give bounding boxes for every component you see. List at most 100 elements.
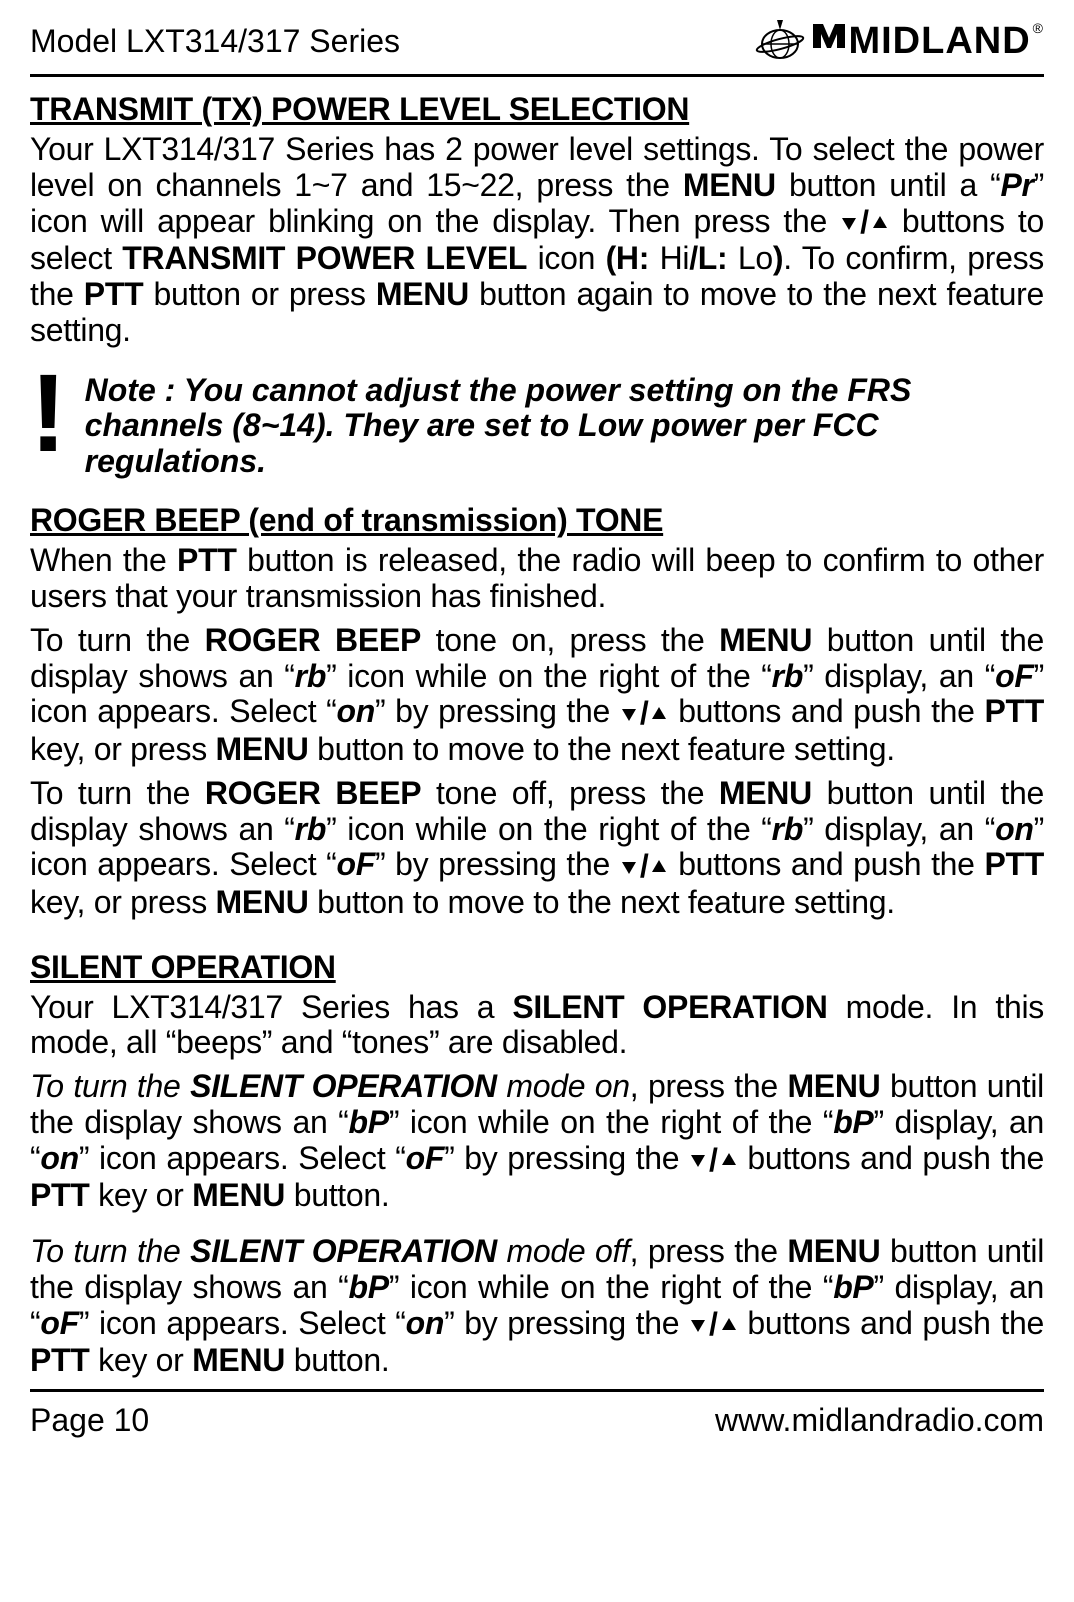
text: Lo bbox=[738, 240, 773, 276]
text-bold: ROGER BEEP bbox=[205, 775, 421, 811]
text-bold: PTT bbox=[30, 1342, 90, 1378]
text: button. bbox=[285, 1342, 389, 1378]
text-bolditalic: rb bbox=[295, 658, 326, 694]
text: button until a “ bbox=[776, 167, 1001, 203]
footer-url: www.midlandradio.com bbox=[715, 1402, 1044, 1439]
text: buttons and push the bbox=[668, 846, 984, 882]
text-bold: (H: bbox=[606, 240, 660, 276]
text-italic: mode off bbox=[497, 1233, 630, 1269]
text-bolditalic: oF bbox=[406, 1140, 445, 1176]
slash: / bbox=[709, 1307, 718, 1343]
text: When the bbox=[30, 542, 177, 578]
brand-name-text: MIDLAND bbox=[848, 20, 1030, 63]
brand-m-icon bbox=[811, 20, 847, 50]
text-bold: MENU bbox=[787, 1233, 880, 1269]
text-bolditalic: bP bbox=[349, 1269, 389, 1305]
tx-paragraph: Your LXT314/317 Series has 2 power level… bbox=[30, 132, 1044, 349]
text-bold: ) bbox=[773, 240, 783, 276]
silent-p1: Your LXT314/317 Series has a SILENT OPER… bbox=[30, 990, 1044, 1062]
roger-p3: To turn the ROGER BEEP tone off, press t… bbox=[30, 776, 1044, 921]
text: key, or press bbox=[30, 884, 216, 920]
updown-icon: / bbox=[620, 696, 669, 732]
text-bolditalic: Pr bbox=[1000, 167, 1033, 203]
slash: / bbox=[640, 849, 649, 885]
text-bold: ROGER BEEP bbox=[205, 622, 421, 658]
text-bold: MENU bbox=[192, 1342, 285, 1378]
text: ” icon while on the right of the “ bbox=[326, 811, 772, 847]
note-block: ! Note : You cannot adjust the power set… bbox=[30, 373, 1044, 480]
slash: / bbox=[860, 205, 869, 241]
slash: / bbox=[640, 696, 649, 732]
page-content: TRANSMIT (TX) POWER LEVEL SELECTION Your… bbox=[0, 91, 1074, 1379]
text-bold: MENU bbox=[683, 167, 776, 203]
top-rule bbox=[30, 74, 1044, 77]
text: , press the bbox=[630, 1233, 788, 1269]
text-bold: PTT bbox=[984, 693, 1044, 729]
registered-mark: ® bbox=[1033, 20, 1044, 36]
text: ” icon appears. Select “ bbox=[79, 1305, 406, 1341]
section-title-silent: SILENT OPERATION bbox=[30, 949, 1044, 986]
text-bolditalic: SILENT OPERATION bbox=[190, 1233, 497, 1269]
text: ” display, an “ bbox=[803, 658, 995, 694]
text-bold: MENU bbox=[216, 884, 309, 920]
text: , press the bbox=[630, 1068, 788, 1104]
text-bold: TRANSMIT POWER LEVEL bbox=[122, 240, 527, 276]
text: ” icon while on the right of the “ bbox=[326, 658, 772, 694]
text-bold: MENU bbox=[376, 276, 469, 312]
text-bold: PTT bbox=[177, 542, 237, 578]
brand-logo: MIDLAND® bbox=[755, 18, 1044, 64]
text-bold: MENU bbox=[787, 1068, 880, 1104]
text-italic: To turn the bbox=[30, 1068, 190, 1104]
text-bold: PTT bbox=[30, 1177, 90, 1213]
roger-p2: To turn the ROGER BEEP tone on, press th… bbox=[30, 623, 1044, 768]
roger-p1: When the PTT button is released, the rad… bbox=[30, 543, 1044, 615]
text: button to move to the next feature setti… bbox=[309, 884, 895, 920]
text: button. bbox=[285, 1177, 389, 1213]
page-number: Page 10 bbox=[30, 1402, 149, 1439]
text-bold: MENU bbox=[216, 731, 309, 767]
brand-wordmark: MIDLAND® bbox=[811, 20, 1044, 63]
text-bolditalic: SILENT OPERATION bbox=[190, 1068, 497, 1104]
text: key or bbox=[90, 1342, 193, 1378]
text-bold: MENU bbox=[719, 622, 812, 658]
text: icon bbox=[527, 240, 605, 276]
text: tone on, press the bbox=[421, 622, 719, 658]
text-bolditalic: oF bbox=[40, 1305, 79, 1341]
text: key, or press bbox=[30, 731, 216, 767]
text: ” by pressing the bbox=[444, 1305, 689, 1341]
updown-icon: / bbox=[840, 205, 889, 241]
text: To turn the bbox=[30, 775, 205, 811]
text-bold: PTT bbox=[984, 846, 1044, 882]
section-title-roger: ROGER BEEP (end of transmission) TONE bbox=[30, 502, 1044, 539]
silent-p3: To turn the SILENT OPERATION mode off, p… bbox=[30, 1234, 1044, 1379]
text-bolditalic: oF bbox=[336, 846, 375, 882]
exclamation-icon: ! bbox=[30, 367, 67, 461]
text-bolditalic: oF bbox=[995, 658, 1034, 694]
text-italic: To turn the bbox=[30, 1233, 190, 1269]
text-bold: /L: bbox=[689, 240, 738, 276]
text-bold: SILENT OPERATION bbox=[512, 989, 827, 1025]
section-title-tx: TRANSMIT (TX) POWER LEVEL SELECTION bbox=[30, 91, 1044, 128]
text-bold: PTT bbox=[84, 276, 144, 312]
text-bolditalic: bP bbox=[349, 1104, 389, 1140]
bottom-rule bbox=[30, 1389, 1044, 1392]
text: Your LXT314/317 Series has a bbox=[30, 989, 512, 1025]
text-bold: MENU bbox=[719, 775, 812, 811]
globe-icon bbox=[755, 18, 805, 64]
updown-icon: / bbox=[689, 1307, 738, 1343]
text: buttons and push the bbox=[668, 693, 984, 729]
text-bolditalic: on bbox=[336, 693, 375, 729]
text: ” icon while on the right of the “ bbox=[389, 1269, 833, 1305]
text-bold: MENU bbox=[192, 1177, 285, 1213]
text: ” by pressing the bbox=[444, 1140, 689, 1176]
text-bolditalic: rb bbox=[772, 811, 803, 847]
text-bolditalic: on bbox=[995, 811, 1034, 847]
text: buttons and push the bbox=[738, 1140, 1044, 1176]
text-bolditalic: rb bbox=[772, 658, 803, 694]
slash: / bbox=[709, 1143, 718, 1179]
text: To turn the bbox=[30, 622, 205, 658]
text-bolditalic: on bbox=[40, 1140, 79, 1176]
text: ” icon while on the right of the “ bbox=[389, 1104, 833, 1140]
text-bolditalic: bP bbox=[833, 1104, 873, 1140]
silent-p2: To turn the SILENT OPERATION mode on, pr… bbox=[30, 1069, 1044, 1214]
